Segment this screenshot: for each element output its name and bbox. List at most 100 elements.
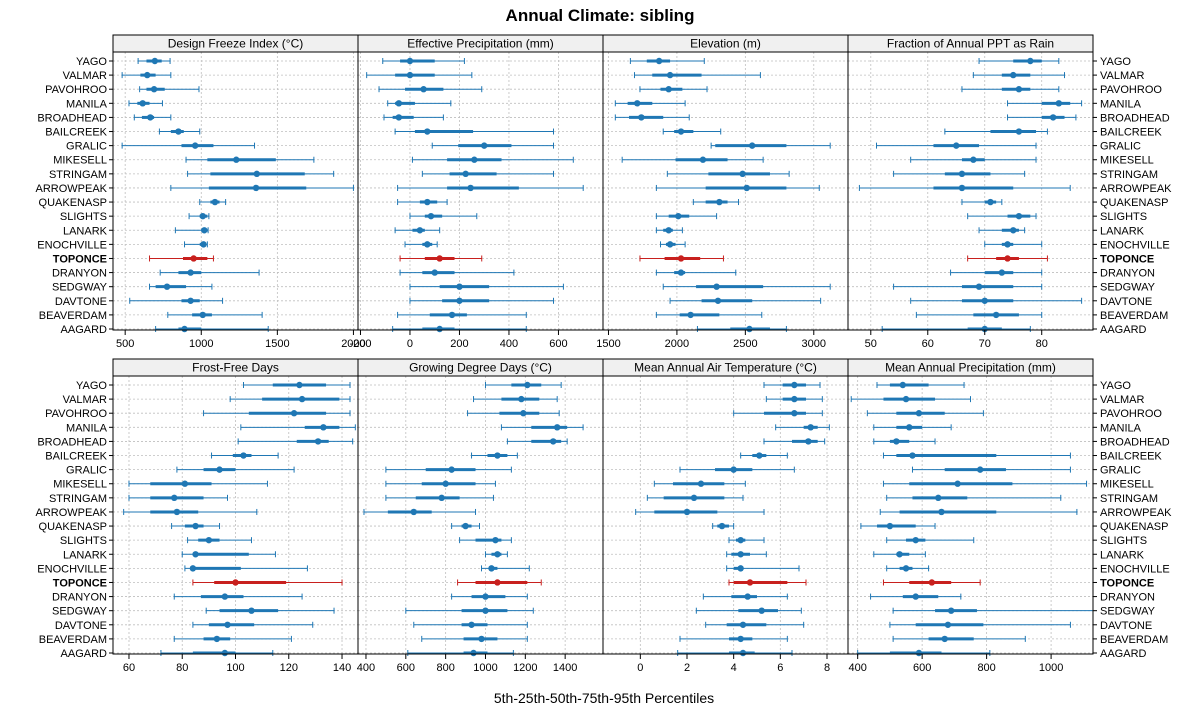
median-point: [677, 128, 685, 135]
site-label: MIKESELL: [1100, 479, 1154, 491]
median-point: [420, 86, 427, 93]
median-point: [902, 565, 910, 572]
median-point: [150, 86, 158, 93]
median-point: [213, 635, 221, 643]
median-point: [406, 71, 414, 79]
median-point: [739, 170, 746, 178]
panel-frame: [602, 375, 849, 655]
median-point: [912, 536, 919, 544]
x-tick-label: -200: [349, 338, 371, 350]
median-point: [494, 551, 501, 558]
median-point: [758, 607, 765, 614]
median-point: [744, 593, 751, 600]
median-point: [221, 649, 229, 657]
panels: Design Freeze Index (°C)500 1000 1500 2000Y…: [35, 34, 1172, 674]
median-point: [248, 607, 255, 614]
median-point: [200, 241, 207, 248]
median-point: [448, 466, 455, 473]
median-point: [899, 381, 907, 389]
site-label: LANARK: [1100, 549, 1145, 561]
median-point: [471, 156, 478, 163]
panel-3: Fraction of Annual PPT as Rain 50 60 70 80 YA…: [847, 34, 1172, 350]
site-label: TOPONCE: [53, 577, 107, 589]
site-label: VALMAR: [1100, 70, 1144, 82]
site-label: STRINGAM: [1100, 169, 1158, 181]
median-point: [199, 212, 206, 220]
site-label: ARROWPEAK: [1100, 183, 1172, 195]
site-label: QUAKENASP: [1100, 197, 1168, 209]
panel-title: Mean Annual Precipitation (mm): [885, 361, 1056, 375]
site-label: ARROWPEAK: [35, 507, 107, 519]
median-point: [954, 480, 961, 487]
x-tick-label: 400: [848, 662, 866, 674]
x-tick-label: 800: [436, 662, 454, 674]
x-axis-label: 5th-25th-50th-75th-95th Percentiles: [494, 690, 714, 706]
median-point: [175, 128, 182, 135]
site-label: DAVTONE: [55, 620, 107, 632]
median-point: [187, 269, 194, 276]
panel-frame: [847, 375, 1094, 655]
median-point: [791, 395, 798, 403]
site-label: SLIGHTS: [1100, 211, 1147, 223]
site-label: BROADHEAD: [37, 112, 107, 124]
median-point: [205, 536, 213, 544]
x-tick-label: 70: [979, 338, 991, 350]
median-point: [737, 635, 744, 643]
median-point: [746, 579, 754, 586]
panel-4: Frost-Free Days 60 80 100 120 140 YAGO VALMAR PA…: [35, 358, 359, 674]
x-tick-label: 0: [637, 662, 643, 674]
site-label: VALMAR: [1100, 394, 1144, 406]
site-label: LANARK: [1100, 225, 1145, 237]
median-point: [448, 311, 456, 319]
median-point: [442, 480, 449, 487]
median-point: [410, 508, 417, 516]
x-tick-label: 600: [913, 662, 931, 674]
median-point: [1049, 114, 1057, 121]
median-point: [893, 438, 900, 445]
x-tick-label: 400: [357, 662, 375, 674]
median-point: [199, 311, 206, 319]
panel-title: Elevation (m): [690, 37, 761, 51]
median-point: [716, 198, 723, 206]
median-point: [638, 114, 645, 121]
site-label: PAVOHROO: [45, 408, 107, 420]
median-point: [181, 480, 189, 487]
median-point: [524, 381, 531, 389]
site-label: SEDGWAY: [1100, 606, 1156, 618]
site-label: YAGO: [1100, 380, 1131, 392]
median-point: [902, 395, 910, 403]
panel-frame: [357, 51, 604, 331]
median-point: [395, 114, 403, 121]
median-point: [216, 466, 223, 473]
median-point: [687, 311, 694, 319]
site-label: STRINGAM: [1100, 493, 1158, 505]
x-tick-label: 140: [333, 662, 351, 674]
site-label: QUAKENASP: [39, 521, 107, 533]
median-point: [935, 494, 942, 502]
x-tick-label: 500: [116, 338, 134, 350]
median-point: [436, 255, 443, 262]
median-point: [730, 466, 737, 473]
site-label: YAGO: [76, 380, 107, 392]
x-tick-label: 2000: [665, 338, 689, 350]
panel-frame: [602, 51, 849, 331]
median-point: [518, 395, 525, 403]
median-point: [1015, 86, 1023, 93]
site-label: QUAKENASP: [1100, 521, 1168, 533]
median-point: [189, 565, 197, 572]
site-label: MANILA: [1100, 98, 1142, 110]
site-label: ARROWPEAK: [35, 183, 107, 195]
median-point: [928, 579, 936, 586]
panel-title: Frost-Free Days: [192, 361, 279, 375]
site-label: MIKESELL: [53, 479, 107, 491]
site-label: GRALIC: [1100, 465, 1141, 477]
median-point: [553, 424, 561, 431]
median-point: [298, 395, 306, 403]
site-label: DAVTONE: [1100, 296, 1152, 308]
site-label: BROADHEAD: [37, 436, 107, 448]
median-point: [424, 128, 431, 135]
median-point: [737, 551, 744, 558]
median-point: [970, 156, 977, 163]
median-point: [807, 424, 814, 431]
x-tick-label: 4: [731, 662, 737, 674]
